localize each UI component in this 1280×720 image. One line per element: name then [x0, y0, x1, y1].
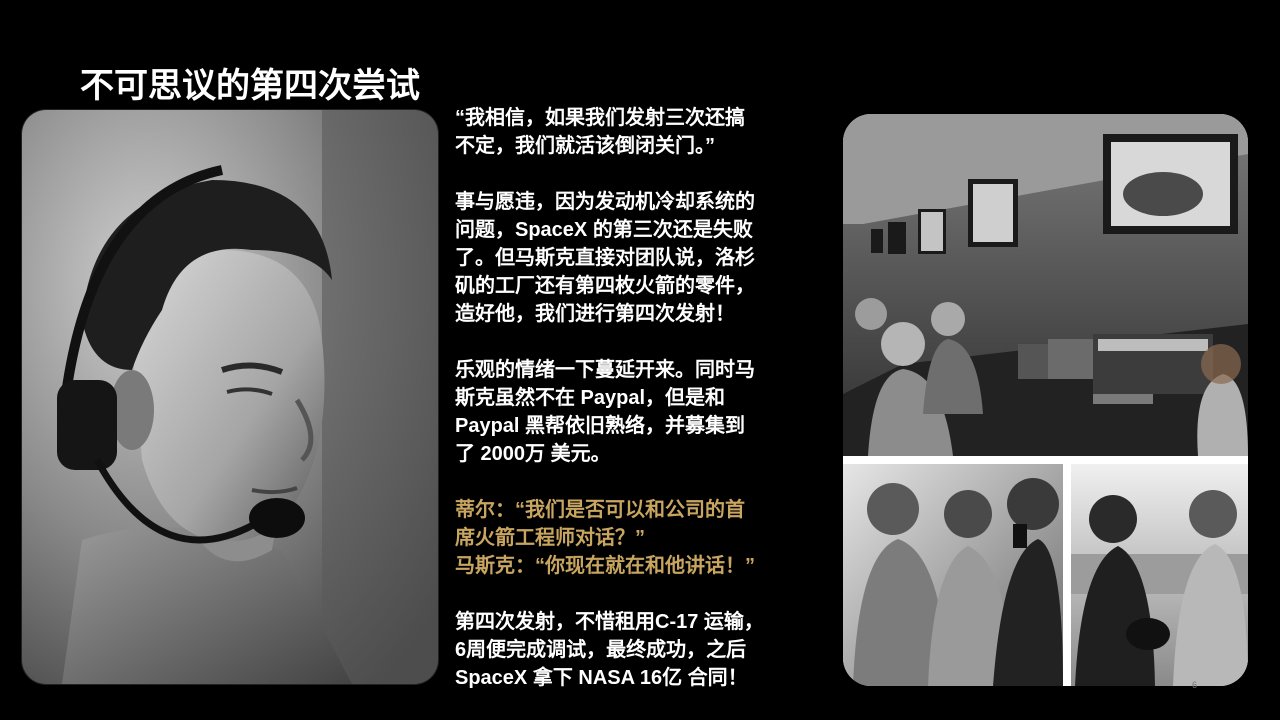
- text-line: 蒂尔：“我们是否可以和公司的首: [455, 499, 745, 521]
- slide-title: 不可思议的第四次尝试: [80, 67, 420, 105]
- photo-collage: [843, 114, 1248, 686]
- text-line: 第四次发射，不惜租用C-17 运输，: [455, 611, 764, 633]
- paragraph-funding: 乐观的情绪一下蔓延开来。同时马 斯克虽然不在 Paypal，但是和 Paypal…: [455, 356, 827, 468]
- text-line: 事与愿违，因为发动机冷却系统的: [455, 191, 755, 213]
- text-line: 了 2000万 美元。: [455, 443, 611, 465]
- text-line: 不定，我们就活该倒闭关门。”: [455, 135, 715, 157]
- text-line: 斯克虽然不在 Paypal，但是和: [455, 387, 726, 409]
- mission-control-room-photo: [843, 114, 1248, 456]
- text-line: 乐观的情绪一下蔓延开来。同时马: [455, 359, 755, 381]
- text-line: SpaceX 拿下 NASA 16亿 合同！: [455, 667, 748, 689]
- page-number: 6: [1192, 680, 1198, 690]
- collage-illustration: [843, 114, 1248, 686]
- text-line: 了。但马斯克直接对团队说，洛杉: [455, 247, 755, 269]
- text-line: Paypal 黑帮依旧熟络，并募集到: [455, 415, 746, 437]
- paragraph-failure: 事与愿违，因为发动机冷却系统的 问题，SpaceX 的第三次还是失败 了。但马斯…: [455, 188, 827, 328]
- text-line: 6周便完成调试，最终成功，之后: [455, 639, 747, 661]
- team-celebration-photo: [843, 464, 1063, 686]
- text-line: “我相信，如果我们发射三次还搞: [455, 107, 745, 129]
- dialogue-paragraph: 蒂尔：“我们是否可以和公司的首 席火箭工程师对话？” 马斯克：“你现在就在和他讲…: [455, 496, 827, 580]
- portrait-photo: [22, 110, 438, 684]
- outdoor-team-photo: [1071, 464, 1248, 686]
- text-line: 造好他，我们进行第四次发射！: [455, 303, 735, 325]
- text-line: 马斯克：“你现在就在和他讲话！”: [455, 555, 755, 577]
- portrait-photo-illustration: [22, 110, 438, 684]
- body-text-column: “我相信，如果我们发射三次还搞 不定，我们就活该倒闭关门。” 事与愿违，因为发动…: [455, 104, 827, 720]
- paragraph-success: 第四次发射，不惜租用C-17 运输， 6周便完成调试，最终成功，之后 Space…: [455, 608, 827, 692]
- quote-paragraph: “我相信，如果我们发射三次还搞 不定，我们就活该倒闭关门。”: [455, 104, 827, 160]
- text-line: 矶的工厂还有第四枚火箭的零件，: [455, 275, 755, 297]
- text-line: 席火箭工程师对话？”: [455, 527, 645, 549]
- text-line: 问题，SpaceX 的第三次还是失败: [455, 219, 753, 241]
